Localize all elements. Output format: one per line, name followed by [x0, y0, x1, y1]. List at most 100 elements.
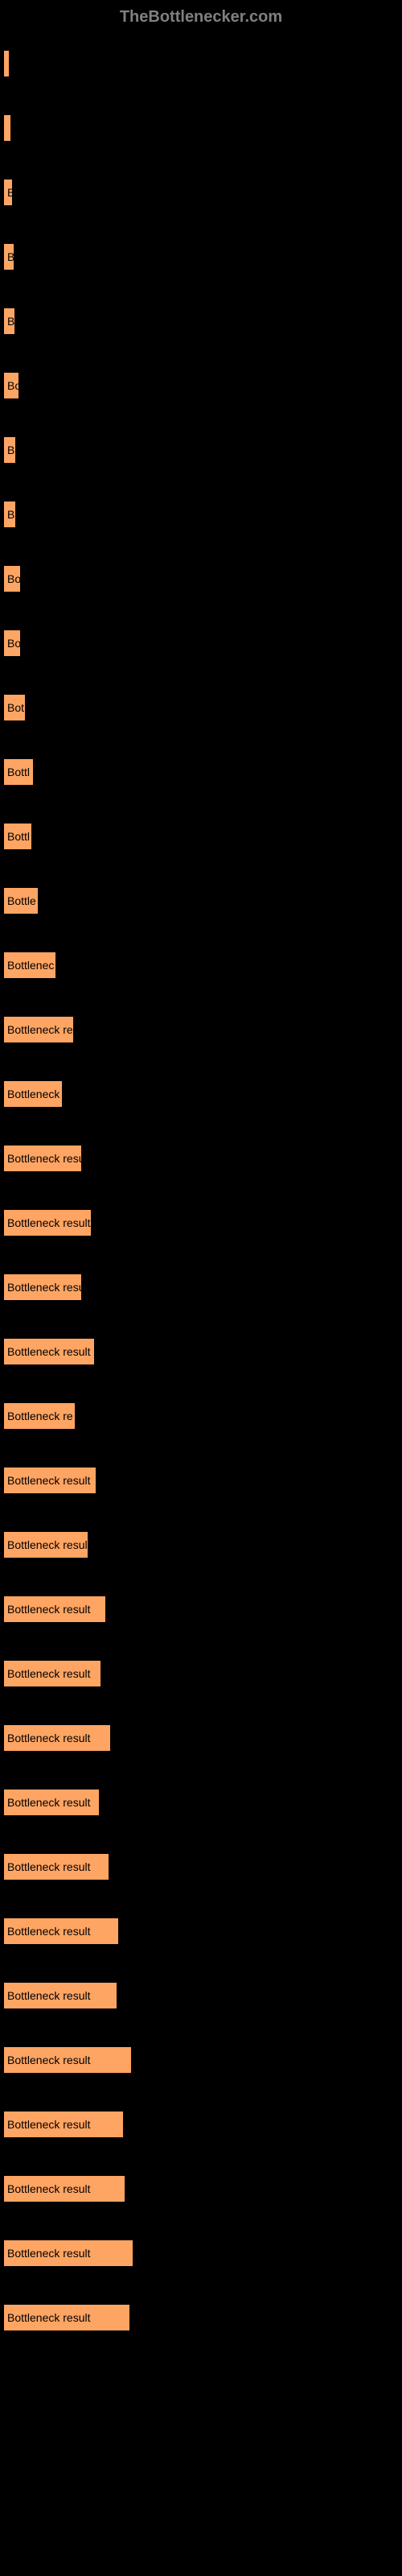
- bar-label: Bo: [7, 379, 18, 392]
- bar: Bottleneck resul: [4, 1532, 88, 1558]
- bar: Bottleneck result: [4, 1468, 96, 1493]
- bar-label: Bottle: [7, 894, 36, 907]
- bar-label: Bottl: [7, 766, 30, 778]
- bar: Bottleneck result: [4, 2305, 129, 2330]
- bar: Bottleneck result: [4, 2240, 133, 2266]
- bar-label: Bottleneck result: [7, 2054, 91, 2066]
- bar-row: Bottleneck result: [4, 1918, 398, 1944]
- bar-label: Bottleneck result: [7, 1603, 91, 1616]
- bar-row: Bottleneck result: [4, 2112, 398, 2137]
- bar: Bottleneck result: [4, 1210, 91, 1236]
- bar-label: Bottleneck result: [7, 2247, 91, 2260]
- bar: Bottleneck result: [4, 2112, 123, 2137]
- bar-row: Bottleneck resu: [4, 1146, 398, 1171]
- bar-label: Bottleneck result: [7, 1345, 91, 1358]
- bar: Bottleneck result: [4, 1339, 94, 1364]
- bar-label: Bottleneck result: [7, 1667, 91, 1680]
- bar-row: Bottleneck result: [4, 2176, 398, 2202]
- bar-row: [4, 51, 398, 76]
- bar-label: Bottleneck result: [7, 1989, 91, 2002]
- bar-label: Bo: [7, 572, 20, 585]
- bar: [4, 51, 9, 76]
- bar-row: Bottleneck result: [4, 2240, 398, 2266]
- bar-row: Bottleneck re: [4, 1017, 398, 1042]
- bar-row: Bottleneck result: [4, 1790, 398, 1815]
- bar-row: Bottleneck result: [4, 1210, 398, 1236]
- bar: B: [4, 180, 12, 205]
- bar: Bottleneck result: [4, 1596, 105, 1622]
- bar-row: Bottlenec: [4, 952, 398, 978]
- bar-label: Bottleneck result: [7, 1796, 91, 1809]
- bar-label: Bottleneck result: [7, 1474, 91, 1487]
- bar-label: Bottlenec: [7, 959, 54, 972]
- bar-row: B: [4, 502, 398, 527]
- bar: Bo: [4, 630, 20, 656]
- bar-row: Bottleneck: [4, 1081, 398, 1107]
- bar: B: [4, 502, 15, 527]
- bar-chart: B B B Bo B B Bo Bo Bot Bottl Bottl Bottle Bottlenec B…: [0, 43, 402, 2377]
- bar-label: Bottleneck result: [7, 2182, 91, 2195]
- bar-row: Bottleneck result: [4, 1596, 398, 1622]
- bar: B: [4, 244, 14, 270]
- bar-row: [4, 115, 398, 141]
- bar-row: Bottl: [4, 824, 398, 849]
- bar-label: Bottleneck re: [7, 1410, 73, 1422]
- bar-label: Bottleneck result: [7, 1925, 91, 1938]
- bar: Bottleneck: [4, 1081, 62, 1107]
- bar: Bottle: [4, 888, 38, 914]
- bar-label: Bottleneck resu: [7, 1152, 81, 1165]
- bar-label: Bottleneck re: [7, 1023, 73, 1036]
- bar: Bo: [4, 373, 18, 398]
- bar-row: Bottleneck resul: [4, 1532, 398, 1558]
- bar: Bottleneck resu: [4, 1146, 81, 1171]
- bar: Bottleneck result: [4, 1918, 118, 1944]
- bar-row: Bottl: [4, 759, 398, 785]
- bar: Bottleneck result: [4, 1983, 117, 2008]
- bar-row: Bottleneck result: [4, 1725, 398, 1751]
- bar: B: [4, 308, 14, 334]
- bar-row: Bottleneck result: [4, 1983, 398, 2008]
- bar-label: B: [7, 508, 14, 521]
- bar-label: Bottl: [7, 830, 30, 843]
- bar-row: Bottleneck result: [4, 1854, 398, 1880]
- bar-row: Bottleneck result: [4, 1339, 398, 1364]
- bar-row: Bot: [4, 695, 398, 720]
- bar-label: Bottleneck: [7, 1088, 59, 1100]
- bar: Bottleneck result: [4, 1854, 109, 1880]
- bar-row: B: [4, 437, 398, 463]
- bar-label: B: [7, 250, 14, 263]
- bar-label: Bottleneck result: [7, 1732, 91, 1744]
- bar-row: Bo: [4, 630, 398, 656]
- bar: Bottlenec: [4, 952, 55, 978]
- bar-row: Bottle: [4, 888, 398, 914]
- bar: Bottleneck resu: [4, 1274, 81, 1300]
- bar-label: Bottleneck result: [7, 1860, 91, 1873]
- bar: Bot: [4, 695, 25, 720]
- bar: Bottl: [4, 759, 33, 785]
- bar: Bottleneck result: [4, 1790, 99, 1815]
- bar-label: Bo: [7, 637, 20, 650]
- bar: Bottl: [4, 824, 31, 849]
- bar-label: Bottleneck result: [7, 1216, 91, 1229]
- bar-label: Bottleneck resul: [7, 1538, 88, 1551]
- bar: Bottleneck result: [4, 2176, 125, 2202]
- bar-label: Bot: [7, 701, 24, 714]
- bar: Bottleneck result: [4, 2047, 131, 2073]
- bar-row: Bottleneck re: [4, 1403, 398, 1429]
- bar-label: B: [7, 186, 12, 199]
- bar: [4, 115, 10, 141]
- bar: Bottleneck result: [4, 1725, 110, 1751]
- bar-label: B: [7, 444, 14, 456]
- bar-row: Bo: [4, 566, 398, 592]
- bar-row: Bottleneck result: [4, 2047, 398, 2073]
- bar: Bottleneck re: [4, 1403, 75, 1429]
- bar-row: Bottleneck resu: [4, 1274, 398, 1300]
- bar-row: Bottleneck result: [4, 1468, 398, 1493]
- bar-row: Bottleneck result: [4, 1661, 398, 1686]
- bar-label: Bottleneck result: [7, 2118, 91, 2131]
- bar-row: B: [4, 180, 398, 205]
- bar: Bottleneck result: [4, 1661, 100, 1686]
- bar-label: Bottleneck resu: [7, 1281, 81, 1294]
- bar-label: Bottleneck result: [7, 2311, 91, 2324]
- bar: B: [4, 437, 15, 463]
